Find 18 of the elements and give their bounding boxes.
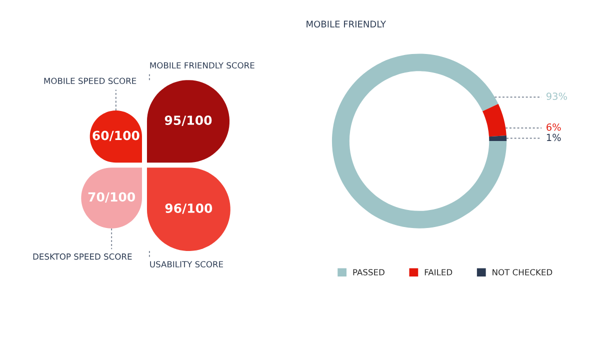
data-label: 95/100 — [164, 116, 212, 126]
donut-slice — [489, 136, 507, 142]
legend-label: NOT CHECKED — [492, 269, 552, 276]
data-label: 93% — [546, 92, 567, 100]
data-label: 96/100 — [165, 203, 212, 214]
donut-slice — [332, 54, 507, 228]
donut-slice — [482, 104, 506, 137]
category-label: MOBILE FRIENDLY SCORE — [150, 62, 254, 69]
data-label: 6% — [546, 123, 561, 131]
legend-label: FAILED — [424, 269, 452, 276]
category-label: USABILITY SCORE — [150, 261, 223, 268]
data-label: 60/100 — [92, 130, 140, 142]
category-label: DESKTOP SPEED SCORE — [33, 253, 132, 260]
chart-title: MOBILE FRIENDLY — [306, 20, 386, 28]
category-label: MOBILE SPEED SCORE — [44, 78, 136, 84]
data-label: 1% — [546, 134, 561, 142]
data-label: 70/100 — [88, 192, 136, 203]
legend-label: PASSED — [353, 269, 384, 276]
